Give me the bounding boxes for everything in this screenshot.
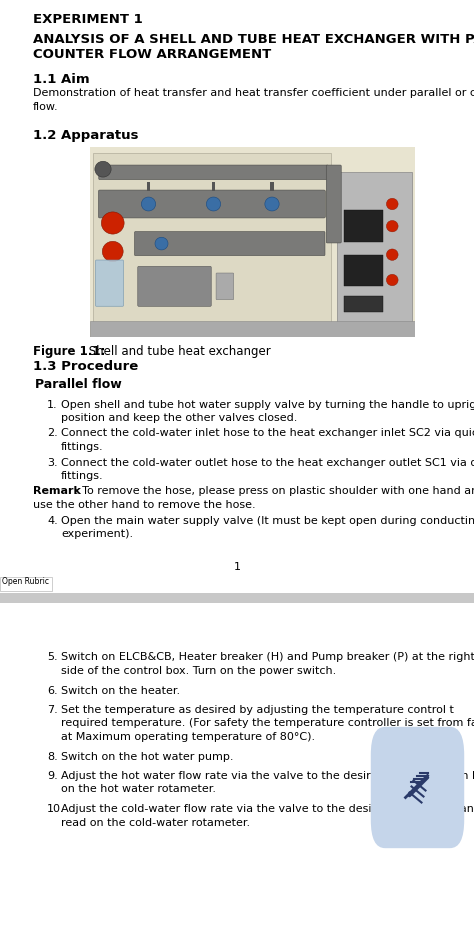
Text: read on the cold-water rotameter.: read on the cold-water rotameter. xyxy=(61,818,250,827)
Circle shape xyxy=(386,274,398,285)
Circle shape xyxy=(386,198,398,209)
Text: 1.2 Apparatus: 1.2 Apparatus xyxy=(33,130,138,143)
Circle shape xyxy=(265,197,279,211)
Text: side of the control box. Turn on the power switch.: side of the control box. Turn on the pow… xyxy=(61,666,336,676)
Text: Switch on ELCB&CB, Heater breaker (H) and Pump breaker (P) at the right: Switch on ELCB&CB, Heater breaker (H) an… xyxy=(61,653,474,663)
Bar xyxy=(0,577,52,591)
Text: Open the main water supply valve (It must be kept open during conducting the: Open the main water supply valve (It mus… xyxy=(61,516,474,526)
FancyBboxPatch shape xyxy=(216,273,234,300)
Circle shape xyxy=(102,241,123,262)
Bar xyxy=(270,182,273,192)
Text: flow.: flow. xyxy=(33,102,59,112)
FancyBboxPatch shape xyxy=(326,165,341,243)
Text: 3.: 3. xyxy=(47,457,58,468)
Circle shape xyxy=(155,238,168,250)
Text: 2.: 2. xyxy=(47,428,58,439)
Circle shape xyxy=(95,162,111,177)
Text: Set the temperature as desired by adjusting the temperature control t: Set the temperature as desired by adjust… xyxy=(61,705,454,715)
Text: ANALYSIS OF A SHELL AND TUBE HEAT EXCHANGER WITH PARALLEL AND: ANALYSIS OF A SHELL AND TUBE HEAT EXCHAN… xyxy=(33,33,474,46)
Text: required temperature. (For safety the temperature controller is set from fa: required temperature. (For safety the te… xyxy=(61,718,474,729)
Text: 5.: 5. xyxy=(47,653,58,663)
FancyBboxPatch shape xyxy=(371,727,464,848)
Text: 1: 1 xyxy=(234,562,240,573)
Text: fittings.: fittings. xyxy=(61,471,104,481)
Text: 1.1 Aim: 1.1 Aim xyxy=(33,73,90,86)
FancyBboxPatch shape xyxy=(138,267,211,306)
Text: on the hot water rotameter.: on the hot water rotameter. xyxy=(61,784,216,794)
Text: Connect the cold-water inlet hose to the heat exchanger inlet SC2 via quick: Connect the cold-water inlet hose to the… xyxy=(61,428,474,439)
Bar xyxy=(93,153,330,331)
Text: at Maximum operating temperature of 80°C).: at Maximum operating temperature of 80°C… xyxy=(61,732,315,742)
Circle shape xyxy=(141,197,155,211)
Text: Connect the cold-water outlet hose to the heat exchanger outlet SC1 via quick: Connect the cold-water outlet hose to th… xyxy=(61,457,474,468)
Text: fittings.: fittings. xyxy=(61,442,104,452)
Text: 8.: 8. xyxy=(47,751,58,762)
Text: use the other hand to remove the hose.: use the other hand to remove the hose. xyxy=(33,500,255,510)
Text: 10.: 10. xyxy=(47,804,64,814)
Bar xyxy=(344,296,383,312)
Bar xyxy=(212,182,215,192)
Text: : To remove the hose, please press on plastic shoulder with one hand and: : To remove the hose, please press on pl… xyxy=(75,486,474,497)
Text: Open shell and tube hot water supply valve by turning the handle to upright: Open shell and tube hot water supply val… xyxy=(61,399,474,409)
Bar xyxy=(0,593,474,603)
FancyBboxPatch shape xyxy=(99,190,325,218)
Circle shape xyxy=(386,249,398,260)
Text: COUNTER FLOW ARRANGEMENT: COUNTER FLOW ARRANGEMENT xyxy=(33,48,271,60)
FancyBboxPatch shape xyxy=(99,165,328,179)
Text: EXPERIMENT 1: EXPERIMENT 1 xyxy=(33,13,143,26)
Circle shape xyxy=(206,197,221,211)
Text: 6.: 6. xyxy=(47,685,58,696)
Bar xyxy=(344,210,383,242)
Bar xyxy=(0,603,474,939)
Bar xyxy=(90,321,415,337)
Circle shape xyxy=(386,221,398,232)
Text: Demonstration of heat transfer and heat transfer coefficient under parallel or c: Demonstration of heat transfer and heat … xyxy=(33,88,474,99)
Text: 4.: 4. xyxy=(47,516,58,526)
Text: Open Rubric: Open Rubric xyxy=(2,577,49,586)
FancyBboxPatch shape xyxy=(135,232,325,255)
Bar xyxy=(147,182,150,192)
Text: Adjust the cold-water flow rate via the valve to the desired value that can be: Adjust the cold-water flow rate via the … xyxy=(61,804,474,814)
Text: 1.3 Procedure: 1.3 Procedure xyxy=(33,361,138,374)
Text: Parallel flow: Parallel flow xyxy=(35,378,122,391)
Text: position and keep the other valves closed.: position and keep the other valves close… xyxy=(61,413,297,423)
Bar xyxy=(344,254,383,286)
Text: Figure 1.1:: Figure 1.1: xyxy=(33,345,105,358)
Text: Switch on the heater.: Switch on the heater. xyxy=(61,685,180,696)
Circle shape xyxy=(101,212,124,234)
Text: Remark: Remark xyxy=(33,486,81,497)
Text: Adjust the hot water flow rate via the valve to the desired value that can be re: Adjust the hot water flow rate via the v… xyxy=(61,771,474,781)
Bar xyxy=(337,173,412,331)
Text: 9.: 9. xyxy=(47,771,58,781)
Text: 1.: 1. xyxy=(47,399,58,409)
Text: Switch on the hot water pump.: Switch on the hot water pump. xyxy=(61,751,234,762)
Text: experiment).: experiment). xyxy=(61,529,133,539)
FancyBboxPatch shape xyxy=(96,260,123,306)
Text: Shell and tube heat exchanger: Shell and tube heat exchanger xyxy=(85,345,271,358)
Text: 7.: 7. xyxy=(47,705,58,715)
